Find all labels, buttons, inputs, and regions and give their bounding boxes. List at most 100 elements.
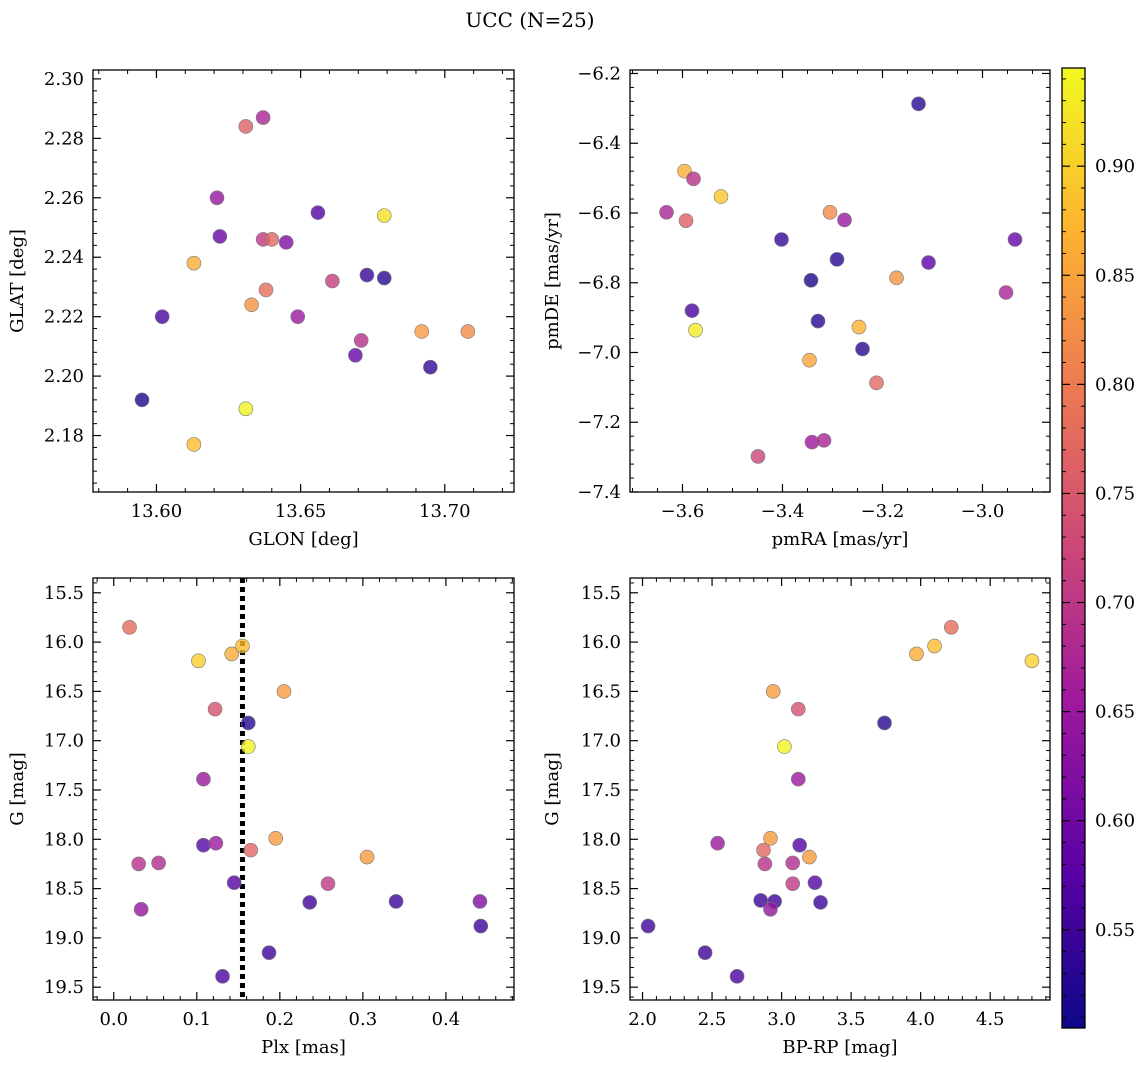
scatter-point bbox=[133, 901, 149, 917]
x-tick-label: 0.1 bbox=[182, 1009, 211, 1030]
x-tick-label: 3.5 bbox=[837, 1009, 866, 1030]
y-tick-label: −6.4 bbox=[577, 133, 621, 154]
scatter-point bbox=[911, 96, 926, 112]
scatter-point bbox=[763, 830, 778, 846]
x-axis-label: GLON [deg] bbox=[248, 529, 358, 550]
y-tick-label: 18.5 bbox=[44, 879, 84, 900]
y-tick-label: 18.5 bbox=[581, 879, 621, 900]
colorbar-tick-label: 0.90 bbox=[1095, 156, 1135, 177]
y-tick-label: 18.0 bbox=[44, 829, 84, 850]
x-tick-label: 0.3 bbox=[349, 1009, 378, 1030]
x-tick-label: −3.4 bbox=[761, 501, 805, 522]
y-tick-label: 2.26 bbox=[44, 188, 84, 209]
y-tick-label: 15.5 bbox=[44, 583, 84, 604]
scatter-point bbox=[226, 875, 242, 890]
scatter-point bbox=[302, 895, 318, 910]
scatter-point bbox=[851, 319, 867, 335]
scatter-point bbox=[765, 684, 781, 699]
scatter-point bbox=[869, 375, 884, 391]
scatter-point bbox=[240, 715, 256, 731]
colorbar-tick-label: 0.85 bbox=[1095, 265, 1135, 286]
x-tick-label: 3.0 bbox=[767, 1009, 796, 1030]
colorbar-tick-label: 0.80 bbox=[1095, 374, 1135, 395]
y-tick-label: 16.5 bbox=[581, 681, 621, 702]
scatter-point bbox=[802, 849, 817, 865]
x-tick-label: 13.65 bbox=[275, 501, 327, 522]
x-tick-label: 2.0 bbox=[628, 1009, 657, 1030]
scatter-point bbox=[877, 715, 892, 731]
colorbar-fill bbox=[1062, 68, 1085, 1028]
scatter-point bbox=[238, 119, 254, 134]
y-tick-label: 2.22 bbox=[44, 307, 84, 328]
scatter-point bbox=[208, 835, 224, 851]
colorbar: 0.55 0.60 0.65 0.70 0.75 0.80 0.85 0.90 bbox=[1061, 67, 1135, 1029]
scatter-point bbox=[803, 273, 819, 288]
colorbar-tick-label: 0.65 bbox=[1095, 702, 1135, 723]
scatter-point bbox=[713, 189, 729, 204]
scatter-point bbox=[243, 842, 259, 858]
scatter-point bbox=[785, 855, 801, 871]
scatter-point bbox=[473, 918, 489, 934]
scatter-point bbox=[829, 252, 845, 267]
scatter-point bbox=[943, 619, 959, 635]
scatter-point bbox=[310, 205, 326, 220]
scatter-point bbox=[640, 918, 656, 934]
y-tick-label: 16.0 bbox=[581, 632, 621, 653]
x-tick-label: 0.0 bbox=[99, 1009, 128, 1030]
y-tick-label: 2.20 bbox=[44, 366, 84, 387]
x-axis-label: Plx [mas] bbox=[261, 1037, 346, 1058]
scatter-point bbox=[414, 324, 430, 339]
scatter-point bbox=[209, 190, 225, 206]
panel-1: 13.60 13.65 13.70 2.18 2.20 2.22 2.24 2.26 2.28 2… bbox=[7, 69, 515, 550]
x-tick-label: 4.0 bbox=[906, 1009, 935, 1030]
x-axis-label: BP-RP [mag] bbox=[782, 1037, 897, 1058]
scatter-point bbox=[810, 313, 826, 329]
scatter-point bbox=[376, 208, 392, 223]
scatter-point bbox=[1007, 232, 1023, 247]
scatter-point bbox=[353, 333, 369, 348]
scatter-point bbox=[268, 830, 283, 846]
scatter-point bbox=[813, 895, 828, 910]
y-axis-label: G [mag] bbox=[542, 752, 563, 825]
y-tick-label: 19.0 bbox=[44, 928, 84, 949]
scatter-point bbox=[688, 322, 703, 338]
x-tick-label: −3.2 bbox=[861, 501, 905, 522]
scatter-point bbox=[261, 945, 277, 960]
scatter-point bbox=[191, 653, 206, 669]
y-tick-label: 17.5 bbox=[581, 780, 621, 801]
colorbar-frame bbox=[1061, 67, 1086, 1029]
scatter-point bbox=[785, 876, 801, 891]
scatter-point bbox=[154, 309, 170, 324]
panel-3: 0.0 0.1 0.2 0.3 0.4 15.5 16.0 16.5 17.0 17.5 18.0 1… bbox=[7, 577, 515, 1058]
scatter-point bbox=[822, 204, 838, 220]
figure-title: UCC (N=25) bbox=[465, 8, 594, 32]
x-tick-label: 13.60 bbox=[131, 501, 183, 522]
scatter-point bbox=[186, 255, 202, 271]
y-tick-label: −7.4 bbox=[577, 482, 621, 503]
scatter-point bbox=[186, 437, 202, 452]
scatter-point bbox=[804, 434, 820, 450]
scatter-point bbox=[215, 969, 230, 984]
y-tick-label: 18.0 bbox=[581, 829, 621, 850]
scatter-point bbox=[320, 876, 336, 891]
y-tick-label: 19.5 bbox=[44, 977, 84, 998]
axes-frame bbox=[92, 69, 515, 493]
scatter-point bbox=[255, 110, 271, 125]
x-tick-label: 4.5 bbox=[976, 1009, 1005, 1030]
scatter-point bbox=[756, 842, 771, 858]
scatter-point bbox=[790, 701, 806, 717]
y-axis-label: G [mag] bbox=[7, 752, 28, 825]
scatter-point bbox=[348, 347, 363, 363]
y-tick-label: −7.0 bbox=[577, 342, 621, 363]
scatter-point bbox=[224, 646, 239, 662]
scatter-point bbox=[423, 359, 438, 375]
axes-frame bbox=[629, 69, 1051, 493]
y-tick-label: 17.0 bbox=[581, 731, 621, 752]
axes-frame bbox=[629, 577, 1051, 1001]
panel-4: 2.0 2.5 3.0 3.5 4.0 4.5 15.5 16.0 16.5 17.0 17.5 18… bbox=[542, 577, 1051, 1058]
scatter-point bbox=[196, 771, 211, 787]
scatter-point bbox=[460, 324, 476, 339]
scatter-point bbox=[240, 739, 256, 754]
y-tick-label: 19.0 bbox=[581, 928, 621, 949]
y-tick-label: 16.5 bbox=[44, 681, 84, 702]
